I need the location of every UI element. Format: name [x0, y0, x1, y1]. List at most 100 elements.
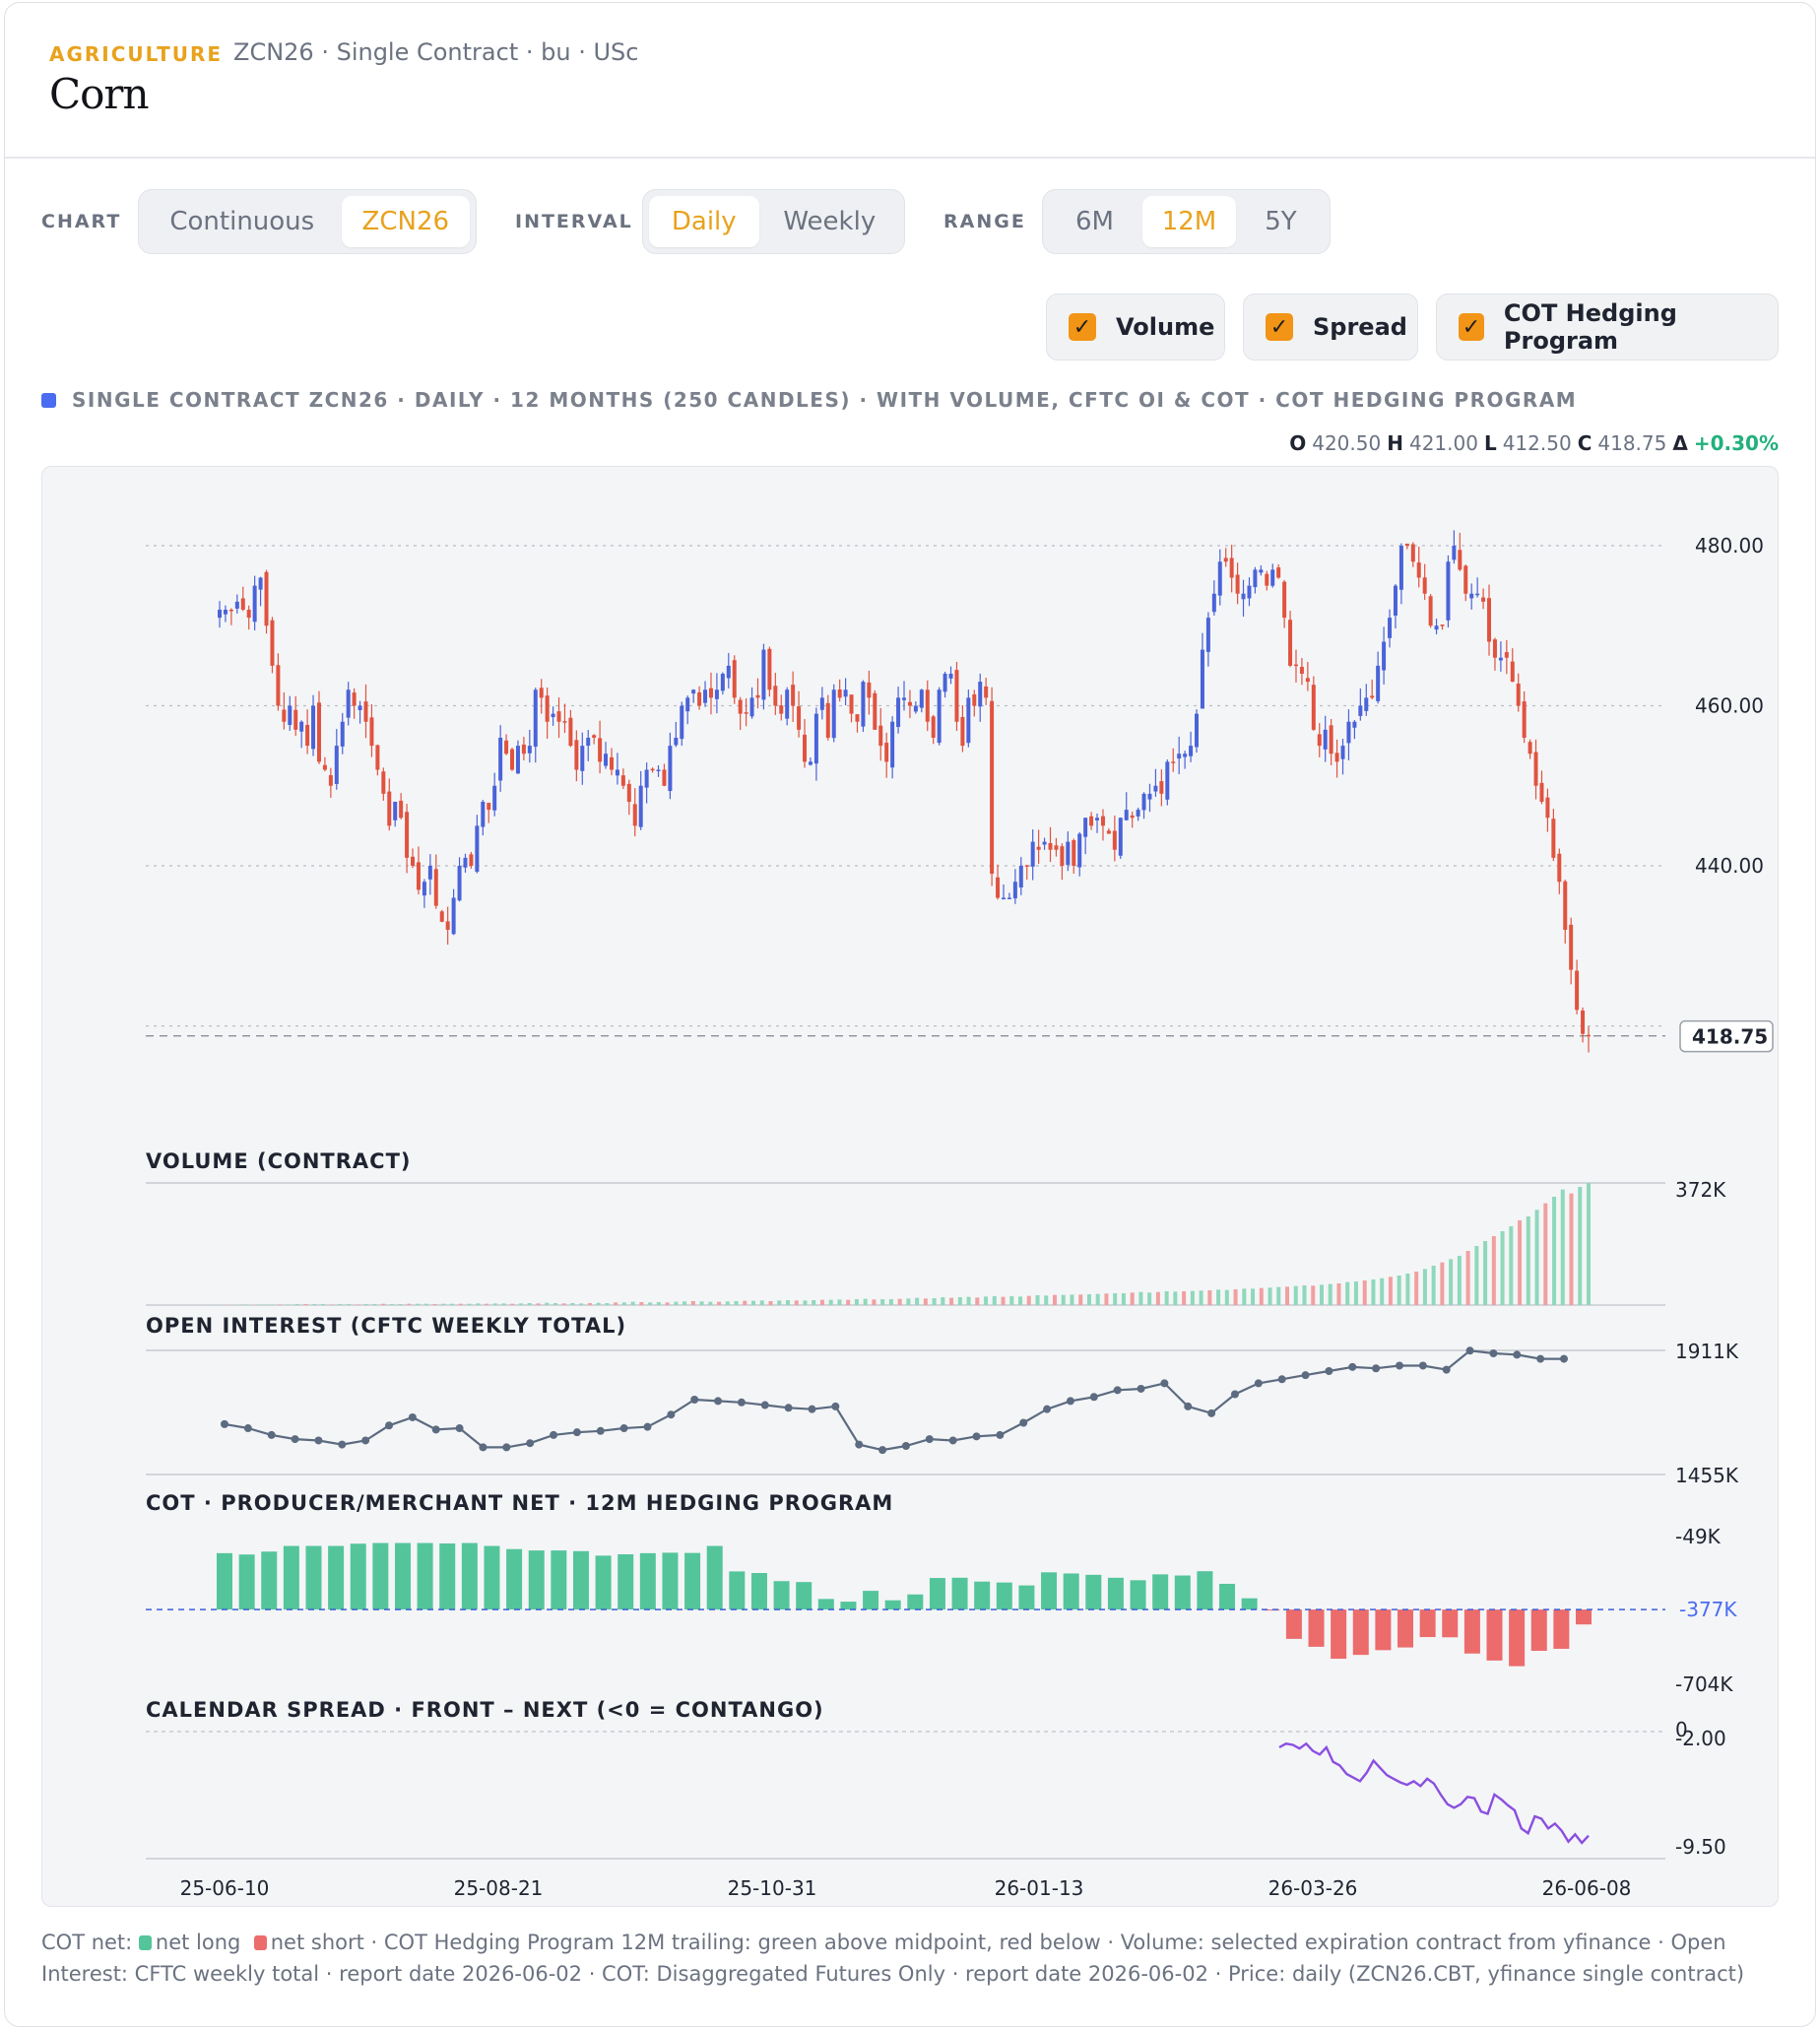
toggle-volume[interactable]: ✓ Volume	[1046, 294, 1225, 360]
oi-point	[243, 1424, 252, 1433]
toggle-spread[interactable]: ✓ Spread	[1243, 294, 1418, 360]
price-candle	[539, 688, 544, 698]
chart-area[interactable]: 480.00 460.00 440.00 418.75 372K 1911K 1455K -4…	[41, 466, 1779, 1907]
last-price-label: 418.75	[1692, 1025, 1768, 1049]
price-candle	[1171, 761, 1176, 763]
oi-point	[1325, 1367, 1333, 1375]
oi-point	[408, 1412, 417, 1421]
toggle-cot-hedging[interactable]: ✓ COT Hedging Program	[1436, 294, 1779, 360]
range-option-6m[interactable]: 6M	[1075, 207, 1114, 236]
price-candle	[674, 738, 679, 746]
volume-bar	[527, 1303, 532, 1305]
checkbox-checked-icon: ✓	[1069, 313, 1096, 341]
volume-bar	[837, 1299, 842, 1305]
price-candle	[1587, 1034, 1591, 1037]
range-option-12m[interactable]: 12M	[1141, 196, 1236, 247]
volume-bar	[1491, 1236, 1496, 1305]
price-candle	[749, 697, 754, 717]
cot-bar	[840, 1602, 857, 1610]
volume-bar	[1018, 1296, 1023, 1305]
oi-point	[1137, 1384, 1145, 1393]
volume-bar	[1078, 1294, 1083, 1305]
price-candle	[1217, 561, 1222, 596]
chart-svg[interactable]: 480.00 460.00 440.00 418.75 372K 1911K 1455K -4…	[42, 467, 1779, 1907]
price-candle	[1533, 752, 1538, 786]
checkbox-checked-icon: ✓	[1266, 313, 1293, 341]
volume-bar	[639, 1302, 644, 1305]
cot-bar	[1152, 1574, 1169, 1610]
price-candle	[720, 674, 725, 691]
volume-bar	[398, 1304, 403, 1305]
price-candle	[1100, 816, 1105, 826]
price-candle	[1095, 818, 1100, 820]
oi-point	[502, 1443, 511, 1452]
oi-max-label: 1911K	[1675, 1340, 1739, 1363]
volume-bar	[389, 1304, 394, 1305]
price-candle	[487, 803, 491, 811]
price-candle	[680, 705, 684, 740]
spread-tick-label: -2.00	[1675, 1727, 1726, 1750]
oi-point	[1019, 1418, 1028, 1427]
price-candle	[258, 577, 263, 590]
interval-segmented-control: Daily Weekly	[642, 189, 905, 254]
price-candle	[942, 674, 947, 692]
interval-option-weekly[interactable]: Weekly	[783, 207, 877, 236]
volume-bar	[579, 1303, 584, 1305]
cot-bar	[1398, 1609, 1414, 1648]
interval-option-daily[interactable]: Daily	[649, 196, 759, 247]
price-candle	[252, 585, 257, 622]
price-candle	[761, 649, 766, 700]
volume-bar	[794, 1300, 799, 1305]
volume-bar	[1569, 1193, 1574, 1305]
volume-bar	[690, 1301, 695, 1305]
price-candle	[744, 712, 748, 714]
volume-bar	[966, 1296, 971, 1305]
price-candle	[773, 686, 778, 706]
cot-bar	[1553, 1609, 1570, 1649]
series-marker-icon	[41, 392, 56, 408]
price-candle	[650, 768, 655, 771]
price-candle	[896, 697, 901, 728]
volume-bar	[1242, 1288, 1247, 1305]
volume-bar	[734, 1301, 739, 1305]
volume-bar	[1353, 1281, 1358, 1305]
cot-bar	[1063, 1573, 1079, 1610]
price-candle	[668, 746, 673, 792]
price-candle	[1112, 830, 1117, 850]
oi-point	[948, 1436, 957, 1445]
price-candle	[527, 746, 532, 753]
volume-bar	[260, 1304, 265, 1305]
range-option-5y[interactable]: 5Y	[1265, 207, 1297, 236]
volume-bar	[992, 1296, 997, 1305]
cot-bar	[706, 1545, 723, 1610]
price-candle	[697, 691, 702, 706]
cot-midpoint-label: -377K	[1679, 1598, 1737, 1621]
volume-bar	[492, 1303, 497, 1305]
price-candle	[1551, 819, 1556, 858]
price-candle	[1288, 620, 1293, 666]
ohlc-high: 421.00	[1408, 431, 1478, 455]
cot-bar	[261, 1551, 278, 1610]
cot-bar	[1041, 1572, 1058, 1610]
volume-bar	[1500, 1231, 1505, 1305]
interval-label: INTERVAL	[515, 211, 633, 232]
price-tick-label: 480.00	[1695, 534, 1764, 557]
cot-bar	[506, 1548, 523, 1610]
volume-bar	[1405, 1274, 1410, 1305]
net-short-label: net short	[270, 1931, 364, 1954]
price-candle	[662, 769, 667, 786]
price-candle	[1247, 585, 1252, 599]
price-candle	[1130, 815, 1135, 819]
volume-bar	[596, 1302, 601, 1305]
chart-option-continuous[interactable]: Continuous	[169, 207, 315, 236]
price-candle	[276, 665, 281, 706]
volume-bar	[785, 1300, 790, 1305]
volume-bar	[587, 1303, 592, 1305]
net-long-swatch	[138, 1935, 152, 1950]
price-candle	[264, 571, 269, 626]
x-tick-label: 26-06-08	[1542, 1876, 1632, 1900]
volume-bar	[1465, 1251, 1470, 1305]
chart-option-zcn26[interactable]: ZCN26	[341, 196, 470, 247]
cot-bar	[1197, 1571, 1213, 1610]
cot-bar	[238, 1554, 255, 1610]
